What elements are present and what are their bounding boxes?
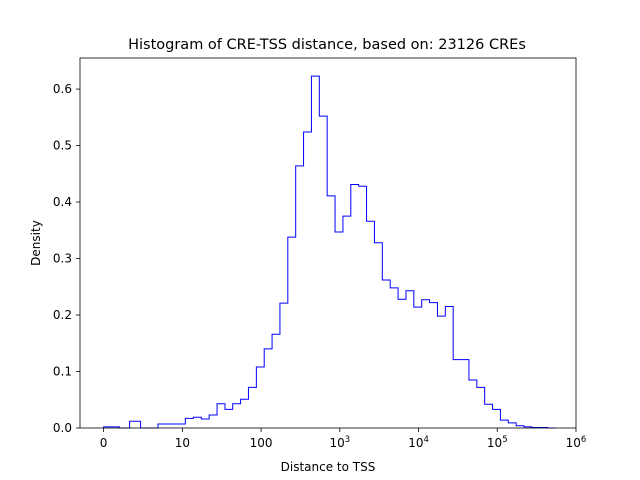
x-tick-label: 10 bbox=[175, 436, 190, 450]
y-tick-label: 0.6 bbox=[53, 82, 72, 96]
y-axis-label: Density bbox=[29, 220, 43, 266]
x-tick-label: 100 bbox=[250, 436, 273, 450]
y-tick-label: 0.0 bbox=[53, 421, 72, 435]
chart-title: Histogram of CRE-TSS distance, based on:… bbox=[128, 37, 526, 53]
x-axis-label: Distance to TSS bbox=[281, 460, 376, 474]
x-tick-label: 103 bbox=[329, 435, 350, 450]
y-tick-label: 0.2 bbox=[53, 308, 72, 322]
histogram-step-line bbox=[103, 75, 556, 429]
plot-frame bbox=[79, 57, 577, 429]
y-axis-ticks: 0.0 0.1 0.2 0.3 0.4 0.5 0.6 bbox=[53, 82, 80, 435]
y-tick-label: 0.5 bbox=[53, 139, 72, 153]
x-tick-label: 0 bbox=[100, 436, 108, 450]
x-tick-label: 106 bbox=[566, 435, 587, 450]
x-tick-label: 105 bbox=[487, 435, 508, 450]
y-tick-label: 0.4 bbox=[53, 195, 72, 209]
x-tick-label: 104 bbox=[408, 435, 429, 450]
y-tick-label: 0.1 bbox=[53, 365, 72, 379]
x-axis-ticks: 0 10 100 103 104 105 106 bbox=[100, 428, 587, 450]
y-tick-label: 0.3 bbox=[53, 252, 72, 266]
